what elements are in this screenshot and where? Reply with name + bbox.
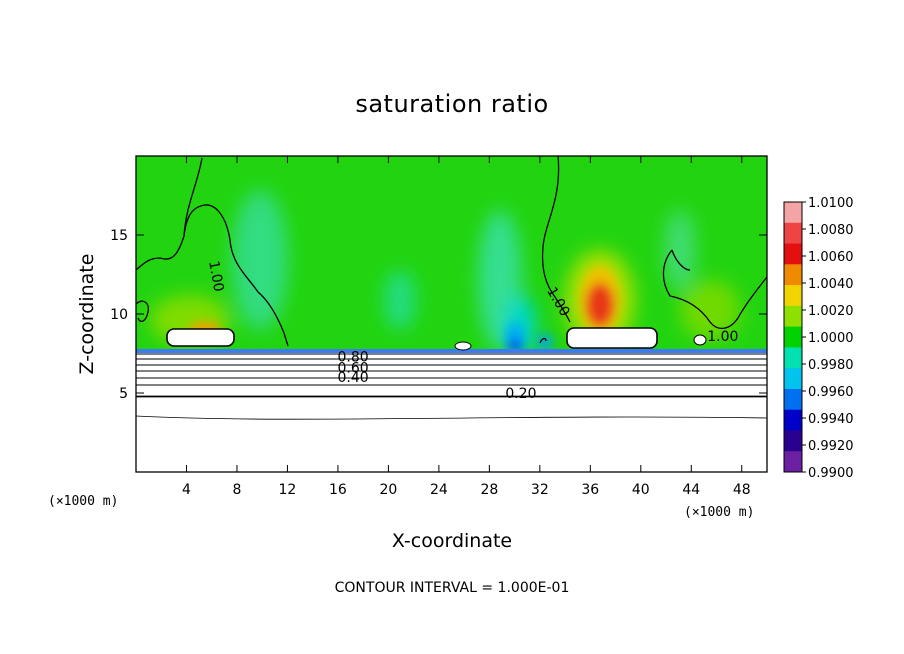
cloud-block-left [166,328,235,347]
chart-title: saturation ratio [355,90,548,118]
x-tick-label: 48 [733,482,751,498]
x-tick-label: 44 [682,482,700,498]
x-axis-title: X-coordinate [392,530,512,552]
colorbar-swatch [784,264,802,286]
colorbar-tick-label: 0.9900 [808,466,854,481]
colorbar-tick-label: 0.9980 [808,358,854,373]
colorbar-tick-label: 1.0020 [808,304,854,319]
y-tick-label: 15 [110,228,128,244]
x-tick-label: 36 [581,482,599,498]
colorbar-swatch [784,285,802,307]
contour-label: 0.20 [505,386,536,402]
colorbar-tick-label: 1.0040 [808,277,854,292]
x-tick-label: 32 [531,482,549,498]
cloud-block-right [566,327,658,349]
colorbar-tick-label: 0.9960 [808,385,854,400]
colorbar-swatch [784,326,802,348]
y-tick-label: 10 [110,307,128,323]
colorbar-tick-label: 1.0000 [808,331,854,346]
x-tick-label: 4 [182,482,191,498]
contour-interval-note: CONTOUR INTERVAL = 1.000E-01 [335,580,570,596]
colorbar-swatch [784,243,802,265]
colorbar-swatch [784,222,802,245]
y-tick-label: 5 [119,386,128,402]
contour-label: 1.00 [707,329,738,345]
colorbar-swatch [784,305,802,328]
colorbar-swatch [784,368,802,390]
x-unit-left: (×1000 m) [48,494,118,509]
x-tick-label: 12 [279,482,297,498]
colorbar-swatch [784,451,802,473]
x-axis-ticks: 4 8 12 16 20 24 28 32 36 40 44 48 [182,156,751,498]
colorbar-tick-label: 1.0060 [808,250,854,265]
saturation-field [136,156,767,472]
x-tick-label: 24 [430,482,448,498]
x-unit-right: (×1000 m) [684,505,754,520]
contour-label: 1.00 [205,260,226,293]
contour-label: 0.40 [337,370,368,386]
contours-1.00 [136,156,767,347]
contour-label: 0.80 [337,350,368,366]
colorbar-tick-label: 1.0100 [808,196,854,211]
x-tick-label: 8 [232,482,241,498]
colorbar-swatch [784,347,802,369]
colorbar-tick-label: 1.0080 [808,223,854,238]
colorbar-swatch [784,409,802,431]
colorbar: 1.0100 1.0080 1.0060 1.0040 1.0020 1.0000 0.99… [783,196,854,481]
y-axis-ticks: 5 10 15 [110,228,767,402]
colorbar-tick-label: 0.9920 [808,439,854,454]
colorbar-swatch [784,202,802,224]
x-tick-label: 40 [632,482,650,498]
colorbar-swatch [784,430,802,452]
x-tick-label: 16 [329,482,347,498]
colorbar-tick-label: 0.9940 [808,412,854,427]
x-tick-label: 28 [480,482,498,498]
contour-label: 0.60 [337,361,368,377]
y-axis-title: Z-coordinate [76,254,98,375]
colorbar-swatch [784,388,802,411]
contours-lower [136,353,767,420]
x-tick-label: 20 [379,482,397,498]
